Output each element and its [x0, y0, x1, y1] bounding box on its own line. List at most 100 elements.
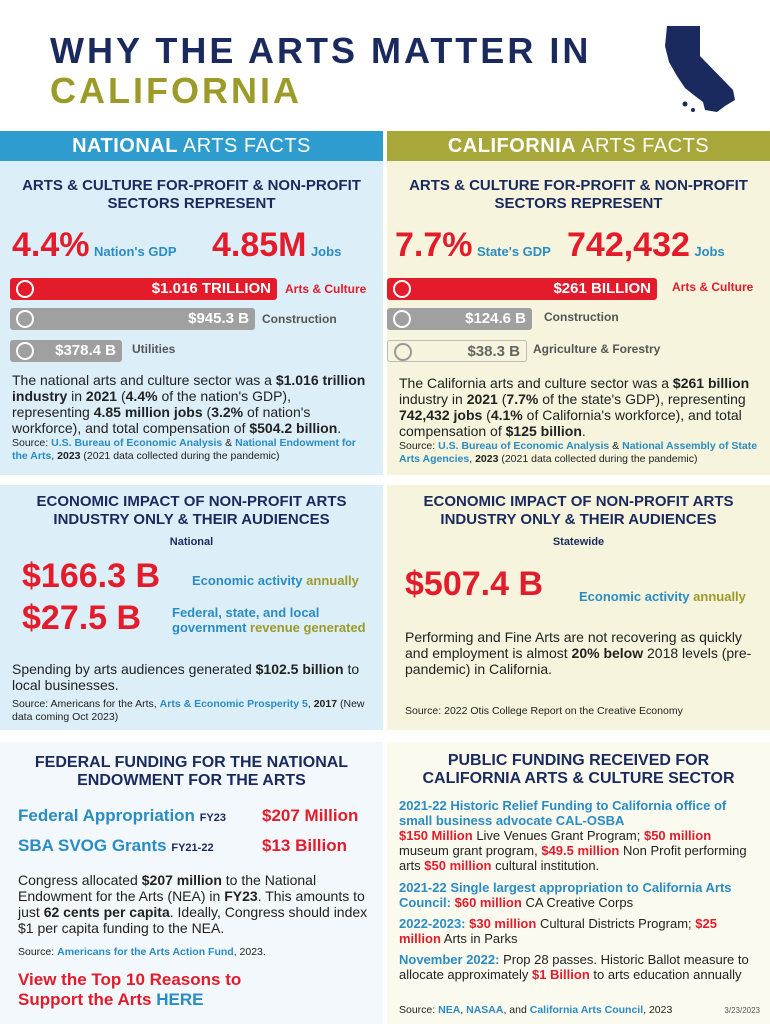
- text-run: (: [117, 388, 126, 404]
- text-run: 7.7%: [506, 391, 539, 407]
- text-run: revenue generated: [246, 620, 366, 635]
- stat: 4.85M: [212, 226, 307, 264]
- bar-label: Construction: [262, 312, 337, 326]
- text-run: 4.85 million jobs: [93, 404, 203, 420]
- title: WHY THE ARTS MATTER IN: [50, 30, 592, 71]
- source: Source: NEA, NASAA, and California Arts …: [399, 1004, 758, 1017]
- text-run: , 2023.: [233, 946, 266, 958]
- text-run: $25 million: [399, 916, 717, 946]
- text-run: U.S. Bureau of Economic Analysis: [51, 437, 223, 449]
- source: Source: U.S. Bureau of Economic Analysis…: [399, 440, 758, 466]
- text-run: $30 million: [469, 916, 537, 931]
- panel: CALIFORNIA ARTS FACTS: [387, 131, 770, 475]
- text-run: Source:: [12, 437, 52, 449]
- text-run: 4.4%: [125, 388, 158, 404]
- text-run: Americans for the Arts Action Fund: [57, 946, 234, 958]
- stat-label: Federal, state, and local government rev…: [172, 605, 377, 635]
- text-run: The California arts and culture sector w…: [399, 375, 673, 391]
- text-run: $1 Billion: [531, 967, 590, 982]
- text-run: Source:: [399, 1004, 439, 1016]
- funding: FEDERAL FUNDING FOR THE NATIONAL ENDOWME…: [0, 742, 383, 1024]
- text: Performing and Fine Arts are not recover…: [405, 629, 756, 677]
- text-run: of California's workforce), and total co…: [399, 407, 742, 439]
- stat-label: State's GDP: [476, 244, 551, 259]
- row-label: Federal Appropriation FY23: [18, 806, 226, 826]
- text-run: $1.016 TRILLION: [151, 280, 271, 297]
- text-run: (New data coming Oct 2023): [12, 698, 365, 723]
- sectors: ARTS & CULTURE FOR-PROFIT & NON-PROFIT S…: [0, 160, 383, 475]
- bar: $261 BILLION: [387, 278, 657, 300]
- text-run: 742,432 jobs: [399, 407, 483, 423]
- text-run: .: [337, 420, 342, 436]
- bar: $38.3 B: [387, 340, 527, 362]
- text-run: 2023: [57, 450, 81, 462]
- text-run: $38.3 B: [467, 343, 520, 360]
- stat: 7.7%: [395, 226, 473, 264]
- funding-item: 2022-2023: $30 million Cultural District…: [399, 916, 756, 946]
- stat: $507.4 B: [405, 565, 543, 603]
- text-run: $261 billion: [672, 375, 750, 391]
- bar: $378.4 B: [10, 340, 122, 362]
- heading: ARTS FACTS: [581, 135, 710, 157]
- panel: NATIONAL ARTS FACTS: [0, 131, 383, 475]
- bar-label: Arts & Culture: [285, 282, 367, 296]
- text-run: $125 billion: [505, 423, 582, 439]
- text-run: ,: [460, 1004, 467, 1016]
- text-run: $945.3 B: [188, 310, 249, 327]
- text-run: . This amounts to just: [18, 888, 365, 920]
- text-run: Federal Appropriation: [18, 806, 195, 825]
- text-run: $504.2 billion: [249, 420, 338, 436]
- bar: $945.3 B: [10, 308, 255, 330]
- subtitle: National: [169, 536, 214, 548]
- text-run: $102.5 billion: [255, 661, 344, 677]
- text-run: Non Profit performing arts: [399, 843, 747, 873]
- text-run: 62 cents per capita: [43, 904, 170, 920]
- text-run: , 2023: [643, 1004, 673, 1016]
- section-title: ECONOMIC IMPACT OF NON-PROFIT ARTS INDUS…: [36, 493, 347, 528]
- bar-label: Construction: [544, 310, 619, 324]
- text: Congress allocated $207 million to the N…: [18, 872, 369, 936]
- text-run: in: [67, 388, 86, 404]
- text-run: 2021-22 Historic Relief Funding to Calif…: [399, 798, 727, 828]
- stat-label: Jobs: [694, 244, 725, 259]
- stat: $27.5 B: [22, 599, 142, 637]
- funding-item: 2021-22 Single largest appropriation to …: [399, 880, 756, 910]
- text-run: 20% below: [571, 645, 644, 661]
- text-run: 2017: [313, 698, 338, 710]
- text-run: . Ideally, Congress should index $1 per …: [18, 904, 368, 936]
- stat-label: Jobs: [310, 244, 342, 259]
- text-run: of the state's GDP), representing: [538, 391, 746, 407]
- bar: $1.016 TRILLION: [10, 278, 277, 300]
- text-run: to local businesses.: [12, 661, 360, 693]
- source: Source: Americans for the Arts Action Fu…: [18, 946, 371, 959]
- text-run: 2018 levels (pre-pandemic) in California…: [405, 645, 752, 677]
- section-title: ECONOMIC IMPACT OF NON-PROFIT ARTS INDUS…: [423, 493, 734, 528]
- amount: $207 Million: [262, 806, 359, 825]
- text-run: &: [609, 440, 623, 452]
- date: 3/23/2023: [724, 1006, 760, 1015]
- text-run: NEA: [438, 1004, 461, 1016]
- text-run: U.S. Bureau of Economic Analysis: [438, 440, 610, 452]
- heading: NATIONAL: [72, 135, 178, 157]
- text-run: FY23: [224, 888, 258, 904]
- source: Source: Americans for the Arts, Arts & E…: [12, 698, 371, 724]
- text-run: annually: [689, 589, 746, 604]
- text-run: to arts education annually: [589, 967, 742, 982]
- text-run: $1.016 trillion industry: [12, 372, 366, 404]
- text-run: 2023: [475, 453, 499, 465]
- text-run: (2021 data collected during the pandemic…: [498, 453, 698, 465]
- text-run: (2021 data collected during the pandemic…: [80, 450, 280, 462]
- text-run: FY23: [199, 812, 226, 824]
- text-run: Live Venues Grant Program;: [472, 828, 644, 843]
- text-run: National Assembly of State Arts Agencies: [399, 440, 758, 465]
- link[interactable]: View the Top 10 Reasons to Support the A…: [18, 970, 288, 1010]
- text-run: to the National Endowment for the Arts (…: [18, 872, 317, 904]
- text-run: ,: [51, 450, 58, 462]
- text-run: cultural institution.: [491, 858, 600, 873]
- text-run: 4.1%: [490, 407, 523, 423]
- text-run: Economic activity: [192, 573, 303, 588]
- funding-item: 2021-22 Historic Relief Funding to Calif…: [399, 798, 756, 873]
- text-run: $50 million: [643, 828, 712, 843]
- section-title: ARTS & CULTURE FOR-PROFIT & NON-PROFIT S…: [409, 177, 748, 212]
